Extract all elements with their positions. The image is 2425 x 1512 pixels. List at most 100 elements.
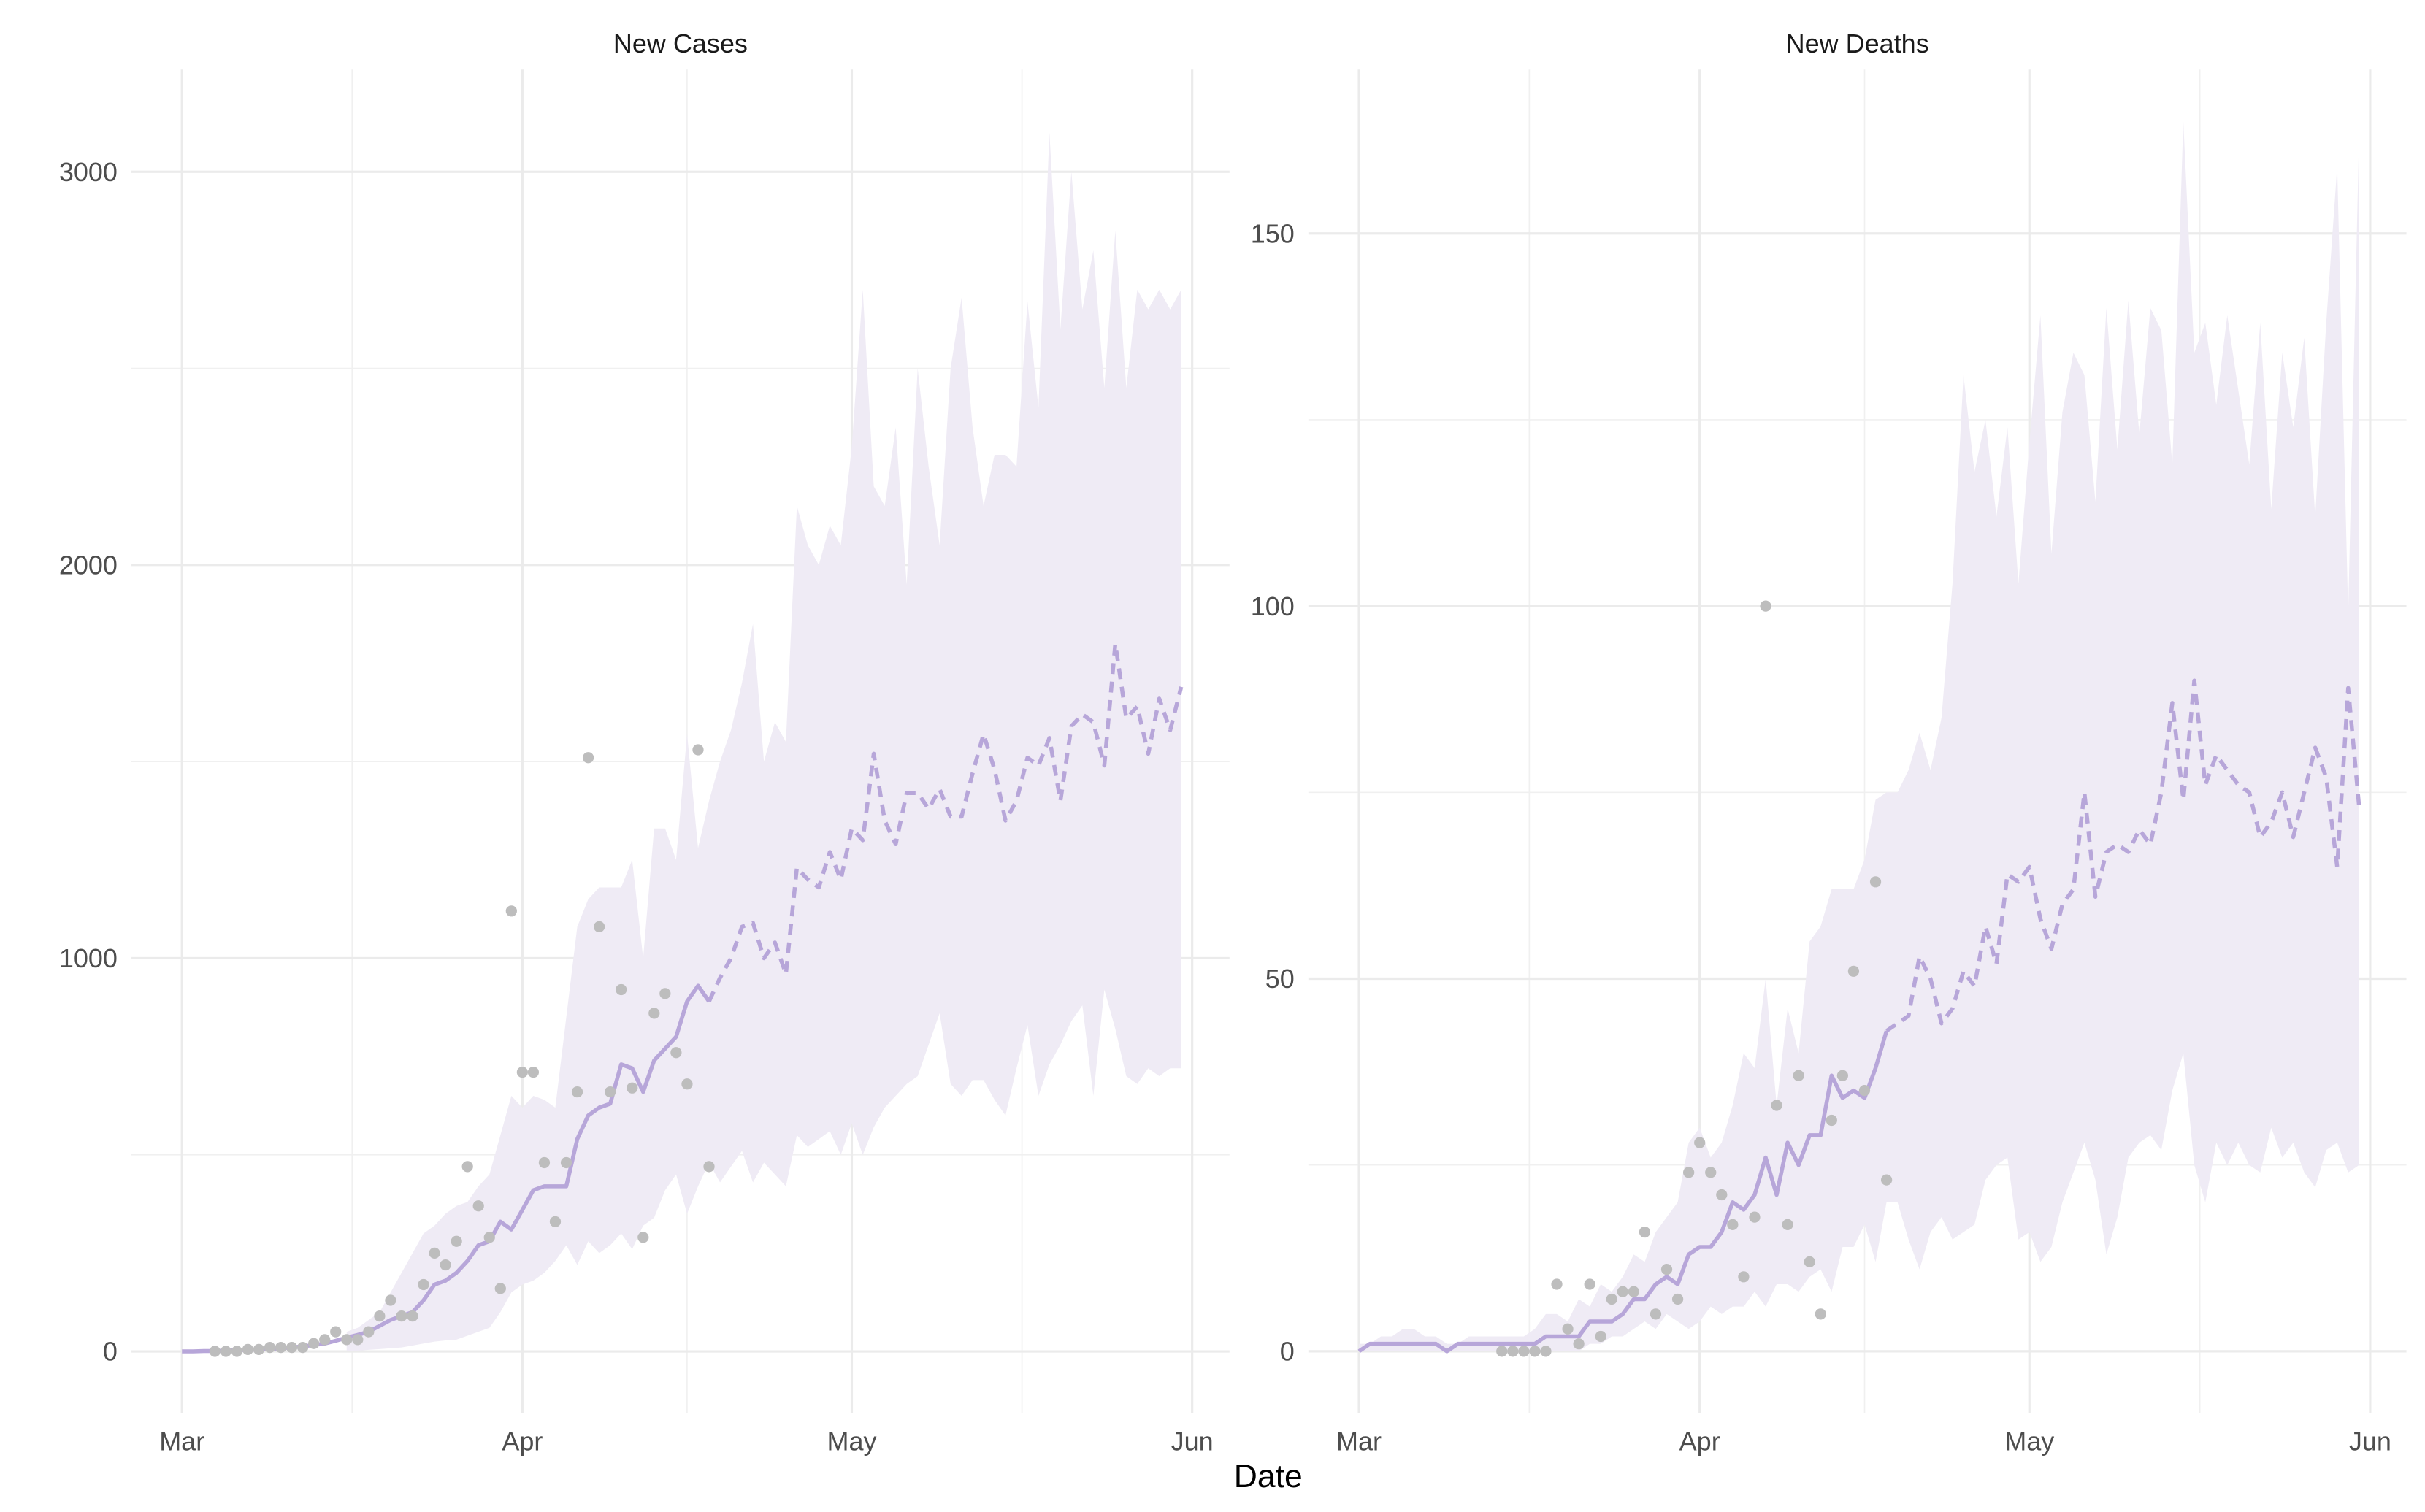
observed-point [1793, 1070, 1804, 1081]
observed-point [1880, 1174, 1893, 1186]
confidence-band [346, 132, 1181, 1352]
observed-point [1683, 1167, 1695, 1178]
observed-point [1694, 1137, 1706, 1148]
observed-point [407, 1310, 418, 1322]
observed-point [385, 1294, 396, 1306]
observed-point [374, 1310, 386, 1322]
observed-point [1671, 1293, 1684, 1305]
observed-point [1584, 1278, 1595, 1290]
observed-point [627, 1082, 638, 1094]
panel-title: New Deaths [1786, 28, 1929, 58]
observed-point [637, 1232, 649, 1243]
observed-point [461, 1161, 473, 1173]
observed-point [616, 983, 627, 996]
observed-point [659, 988, 671, 999]
observed-point [1518, 1346, 1530, 1357]
observed-point [605, 1086, 616, 1098]
observed-point [516, 1067, 528, 1078]
x-tick-label: Jun [1171, 1426, 1214, 1456]
observed-point [494, 1283, 506, 1294]
y-tick-label: 50 [1265, 964, 1295, 994]
observed-point [1639, 1226, 1651, 1238]
observed-point [703, 1161, 715, 1173]
observed-point [209, 1346, 221, 1357]
observed-point [1858, 1085, 1871, 1097]
observed-point [1727, 1219, 1739, 1230]
observed-point [1716, 1189, 1728, 1201]
observed-point [253, 1343, 265, 1355]
observed-point [681, 1078, 693, 1090]
observed-point [1551, 1278, 1563, 1290]
observed-point [341, 1334, 353, 1346]
observed-point [483, 1232, 495, 1243]
y-tick-label: 3000 [59, 157, 118, 187]
y-tick-label: 2000 [59, 550, 118, 580]
x-tick-label: Mar [159, 1426, 204, 1456]
observed-point [286, 1342, 298, 1354]
observed-point [1562, 1323, 1574, 1335]
observed-point [594, 921, 605, 932]
observed-point [440, 1259, 451, 1271]
observed-point [1529, 1346, 1541, 1357]
x-tick-label: Jun [2349, 1426, 2391, 1456]
observed-point [242, 1343, 254, 1355]
observed-point [549, 1216, 562, 1227]
observed-point [648, 1008, 660, 1019]
observed-point [396, 1310, 407, 1322]
observed-point [1869, 876, 1882, 888]
observed-point [220, 1346, 231, 1357]
observed-point [1507, 1346, 1519, 1357]
observed-point [275, 1342, 287, 1354]
observed-point [571, 1086, 583, 1098]
observed-point [231, 1346, 243, 1357]
observed-point [1771, 1100, 1782, 1111]
observed-point [296, 1342, 309, 1354]
observed-point [451, 1235, 462, 1247]
observed-point [538, 1156, 551, 1169]
x-tick-label: May [2004, 1426, 2054, 1456]
x-tick-label: May [827, 1426, 877, 1456]
observed-point [363, 1326, 375, 1338]
observed-point [670, 1047, 682, 1059]
observed-point [1595, 1330, 1606, 1343]
observed-point [1826, 1114, 1837, 1127]
panel-title: New Cases [613, 28, 748, 58]
forecast-line [1885, 678, 2361, 1033]
observed-point [1573, 1338, 1585, 1350]
observed-point [1782, 1219, 1793, 1230]
observed-point [418, 1278, 429, 1291]
observed-point [1650, 1308, 1662, 1320]
observed-point [429, 1247, 440, 1259]
observed-point [1749, 1211, 1761, 1223]
observed-point [352, 1334, 364, 1346]
observed-point [1738, 1271, 1750, 1283]
x-tick-label: Mar [1336, 1426, 1382, 1456]
observed-point [1760, 600, 1771, 612]
observed-point [692, 744, 704, 756]
observed-point [319, 1334, 331, 1346]
observed-point [582, 752, 594, 764]
observed-point [1705, 1167, 1717, 1178]
y-tick-label: 150 [1251, 218, 1295, 248]
observed-point [330, 1326, 342, 1338]
fitted-line [1357, 1030, 1889, 1354]
x-tick-label: Apr [502, 1426, 543, 1456]
observed-point [308, 1338, 320, 1349]
confidence-band [1359, 121, 2359, 1351]
observed-point [1606, 1293, 1617, 1305]
y-tick-label: 100 [1251, 591, 1295, 621]
observed-point [1660, 1263, 1673, 1275]
observed-point [1628, 1286, 1640, 1297]
observed-point [560, 1156, 572, 1169]
observed-point [505, 905, 517, 917]
observed-point [1836, 1070, 1849, 1081]
y-tick-label: 1000 [59, 943, 118, 973]
x-axis-label: Date [1234, 1459, 1303, 1494]
observed-point [1804, 1256, 1815, 1268]
y-tick-label: 0 [103, 1337, 118, 1367]
observed-point [472, 1200, 484, 1212]
observed-point [1617, 1286, 1628, 1297]
observed-point [527, 1067, 540, 1078]
y-tick-label: 0 [1280, 1337, 1295, 1367]
